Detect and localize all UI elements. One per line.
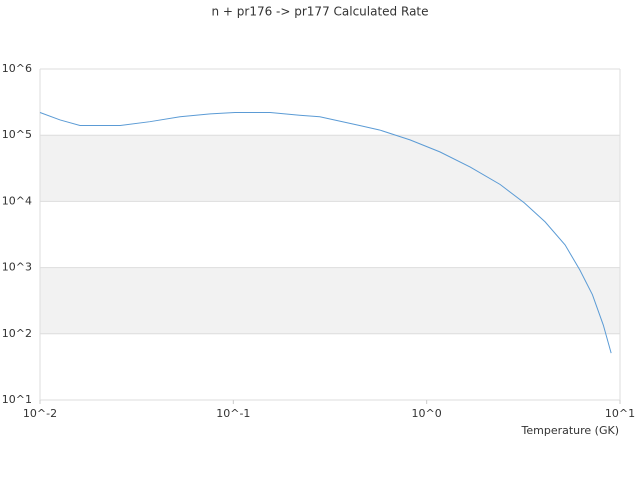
y-tick-label: 10^2	[2, 327, 32, 340]
y-tick-label: 10^4	[2, 194, 32, 207]
chart-title: n + pr176 -> pr177 Calculated Rate	[211, 5, 428, 19]
y-tick-label: 10^3	[2, 261, 32, 274]
y-tick-label: 10^1	[2, 393, 32, 406]
x-tick-label: 10^1	[605, 407, 635, 420]
x-tick-label: 10^-1	[216, 407, 250, 420]
y-tick-label: 10^5	[2, 128, 32, 141]
band	[40, 267, 620, 334]
x-tick-label: 10^-2	[23, 407, 57, 420]
band	[40, 135, 620, 202]
x-axis-label: Temperature (GK)	[521, 424, 620, 437]
x-tick-label: 10^0	[412, 407, 442, 420]
series-line	[39, 112, 612, 354]
y-tick-label: 10^6	[2, 62, 32, 75]
